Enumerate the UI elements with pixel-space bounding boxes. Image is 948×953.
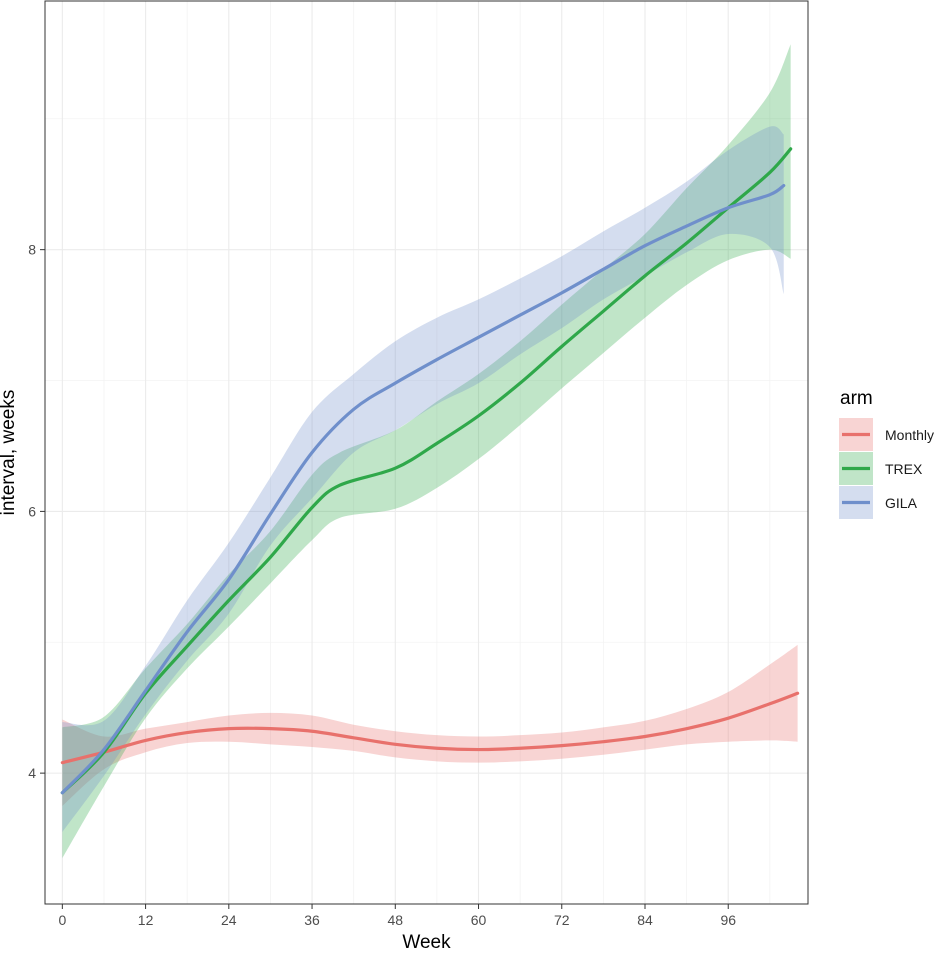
panel-border [44,0,809,905]
y-tick-label: 8 [28,242,36,258]
x-tick-label: 84 [637,912,653,928]
x-tick-label: 72 [554,912,570,928]
ci-band-monthly [62,644,798,806]
line-trex [60,147,793,795]
x-tick-label: 60 [471,912,487,928]
y-tick-label: 6 [28,503,36,519]
x-axis: 0 12 24 36 48 60 72 84 96 [58,904,736,928]
ci-band-gila [62,126,784,833]
x-tick-label: 0 [58,912,66,928]
x-tick-label: 96 [720,912,736,928]
y-axis-title: interval, weeks [0,390,19,516]
y-tick-label: 4 [28,765,36,781]
line-monthly [60,691,800,765]
legend-title: arm [840,388,873,409]
x-axis-title: Week [402,932,451,953]
series-lines [60,147,800,795]
legend: arm Monthly TREX GILA [839,388,934,519]
legend-label-monthly: Monthly [885,427,934,443]
y-axis: 4 6 8 [28,242,45,781]
legend-label-gila: GILA [885,495,918,511]
grid [45,1,808,905]
x-tick-label: 12 [138,912,154,928]
x-tick-label: 24 [221,912,237,928]
x-tick-label: 48 [387,912,403,928]
x-tick-label: 36 [304,912,320,928]
line-gila [60,183,786,795]
legend-label-trex: TREX [885,461,923,477]
